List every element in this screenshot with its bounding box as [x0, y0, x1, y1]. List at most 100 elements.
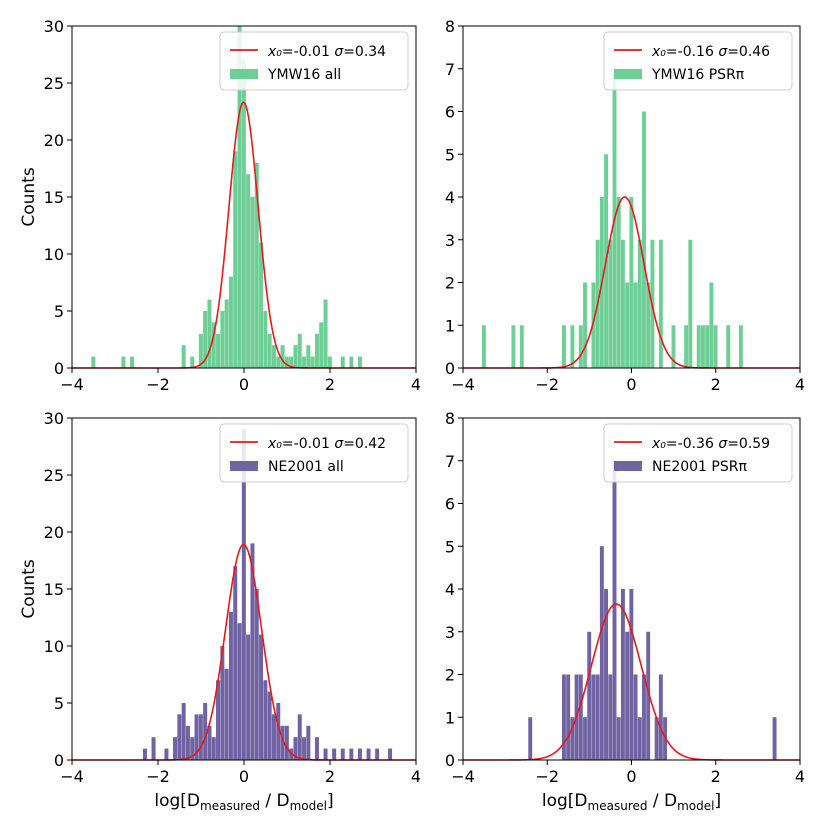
- x-tick-label: −2: [535, 375, 559, 394]
- histogram-bar: [271, 345, 276, 368]
- y-tick-label: 0: [54, 751, 64, 770]
- histogram-bar: [642, 111, 646, 368]
- legend-box: [219, 31, 409, 91]
- histogram-bar: [658, 239, 663, 368]
- histogram-bar: [772, 717, 777, 760]
- histogram-bar: [578, 325, 583, 368]
- histogram-bar: [207, 299, 212, 368]
- histogram-bar: [595, 674, 600, 760]
- y-tick-label: 5: [445, 537, 455, 556]
- legend-box: [219, 423, 409, 483]
- histogram-bar: [228, 611, 233, 760]
- histogram-bar: [250, 197, 255, 368]
- histogram-bar: [220, 646, 225, 760]
- histogram-bar: [625, 631, 630, 760]
- y-tick-label: 2: [445, 666, 455, 685]
- histogram-bar: [250, 543, 255, 760]
- histogram-bar: [293, 345, 298, 368]
- histogram-bar: [616, 717, 621, 760]
- y-tick-label: 15: [44, 188, 64, 207]
- histogram-bar: [190, 737, 195, 760]
- histogram-bar: [220, 311, 225, 368]
- histogram-bar: [481, 325, 486, 368]
- y-tick-label: 30: [44, 17, 64, 36]
- histogram-bar: [620, 589, 625, 760]
- subplot-3: −4 −2 0 2 4 0 5 10 15 20 25 30 Counts log[Dmeasured /…: [19, 409, 421, 813]
- legend-fit-label: x₀=-0.36 σ=0.59: [651, 436, 770, 452]
- y-tick-label: 7: [445, 60, 455, 79]
- histogram-bar: [688, 239, 693, 368]
- histogram-bar: [625, 282, 630, 368]
- histogram-bar: [228, 276, 233, 368]
- y-axis-label: Counts: [19, 167, 39, 226]
- histogram-bar: [658, 674, 663, 760]
- legend-bar-swatch: [614, 69, 642, 79]
- histogram-bar: [646, 282, 651, 368]
- x-tick-label: 0: [626, 375, 636, 394]
- histogram-bar: [130, 356, 135, 368]
- histogram-bar: [237, 623, 242, 760]
- y-tick-label: 8: [445, 409, 455, 428]
- histogram-bar: [267, 691, 272, 760]
- subplot-2: −4 −2 0 2 4 0 1 2 3 4 5 6 7 8 x₀=-0.16 σ=0.46 YMW16 PSR…: [445, 17, 805, 394]
- histogram-bar: [511, 325, 516, 368]
- histogram-bar: [612, 460, 617, 760]
- legend: x₀=-0.36 σ=0.59 NE2001 PSRπ: [603, 423, 793, 483]
- histogram-bar: [566, 674, 571, 760]
- y-tick-label: 3: [445, 231, 455, 250]
- x-tick-label: 2: [325, 767, 335, 786]
- x-tick-label: 4: [795, 375, 805, 394]
- histogram-bar: [726, 325, 731, 368]
- histogram-bar: [319, 322, 324, 368]
- y-axis-label: Counts: [19, 559, 39, 618]
- legend-bar-swatch: [614, 461, 642, 471]
- histogram-bar: [233, 151, 238, 368]
- histogram-bar: [599, 546, 604, 760]
- histogram-bar: [357, 748, 362, 760]
- subplot-4: −4 −2 0 2 4 0 1 2 3 4 5 6 7 8 log[Dmeasured / Dmodel] x…: [445, 409, 805, 813]
- x-axis-label: log[Dmeasured / Dmodel]: [542, 791, 721, 813]
- histogram-bar: [211, 737, 216, 760]
- histogram-bar: [177, 714, 182, 760]
- histogram-bar: [297, 333, 302, 368]
- histogram-bar: [696, 325, 701, 368]
- histogram-bar: [181, 703, 186, 760]
- histogram-bar: [207, 725, 212, 760]
- histogram-bar: [705, 325, 710, 368]
- histogram-bar: [519, 325, 524, 368]
- y-tick-label: 8: [445, 17, 455, 36]
- x-tick-label: 2: [325, 375, 335, 394]
- histogram-bar: [280, 725, 285, 760]
- histogram-bar: [608, 674, 613, 760]
- histogram-bar: [237, 26, 242, 368]
- histogram-bar: [646, 631, 651, 760]
- histogram-bar: [254, 589, 259, 760]
- histogram-bar: [340, 356, 345, 368]
- histogram-bar: [241, 60, 246, 368]
- x-tick-label: −4: [451, 767, 475, 786]
- legend: x₀=-0.16 σ=0.46 YMW16 PSRπ: [603, 31, 793, 91]
- histogram-bar: [190, 356, 195, 368]
- legend-box: [603, 31, 793, 91]
- histogram-bar: [633, 674, 638, 760]
- histogram-bar: [284, 356, 289, 368]
- histogram-bar: [284, 725, 289, 760]
- legend: x₀=-0.01 σ=0.34 YMW16 all: [219, 31, 409, 91]
- histogram-bar: [198, 714, 203, 760]
- histogram-bar: [561, 674, 566, 760]
- y-tick-label: 10: [44, 245, 64, 264]
- histogram-bar: [570, 325, 575, 368]
- histogram-bar: [375, 748, 380, 760]
- y-tick-label: 7: [445, 452, 455, 471]
- histogram-bar: [637, 239, 642, 368]
- histogram-bar: [629, 197, 634, 368]
- histogram-bar: [591, 674, 596, 760]
- histogram-bar: [216, 333, 221, 368]
- histogram-bar: [246, 174, 251, 368]
- legend-hist-label: NE2001 all: [268, 459, 344, 475]
- histogram-bar: [297, 714, 302, 760]
- x-tick-label: −2: [535, 767, 559, 786]
- histogram-bar: [164, 748, 169, 760]
- histogram-bar: [216, 680, 221, 760]
- histogram-bar: [349, 356, 354, 368]
